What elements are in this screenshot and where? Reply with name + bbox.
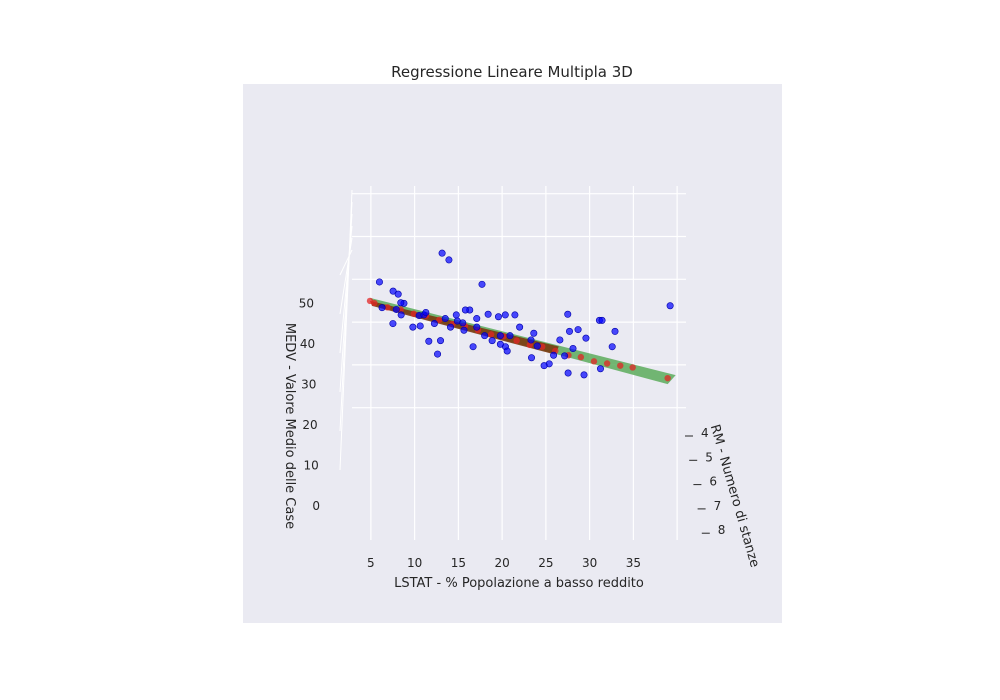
data-point (569, 345, 577, 353)
data-point (580, 371, 588, 379)
data-point (478, 280, 486, 288)
data-point (511, 311, 519, 319)
y-tick-label: 6 (709, 475, 717, 489)
z-tick-label: 20 (302, 418, 317, 432)
data-point (397, 311, 405, 319)
data-point (527, 336, 535, 344)
data-point (441, 315, 449, 323)
y-tick-label: 7 (714, 499, 722, 513)
axes-pane (243, 84, 782, 623)
grid-line-side (339, 249, 353, 276)
predicted-point (410, 310, 417, 317)
data-point (473, 315, 481, 323)
data-point (446, 323, 454, 331)
z-axis-label: MEDV - Valore Medio delle Case (282, 323, 297, 529)
z-tick-label: 0 (312, 499, 320, 513)
data-point (556, 336, 564, 344)
data-point (430, 319, 438, 327)
data-point (434, 350, 442, 358)
x-tick-label: 30 (582, 556, 597, 570)
predicted-point (603, 360, 611, 367)
y-tick-label: 8 (718, 523, 726, 537)
data-point (565, 327, 573, 335)
x-tick-label: 15 (451, 556, 466, 570)
predicted-point (577, 353, 585, 361)
predicted-point (590, 358, 598, 365)
predicted-point (436, 316, 443, 324)
data-point (666, 302, 674, 310)
data-point (481, 332, 489, 340)
data-point (375, 278, 383, 286)
data-point (540, 362, 548, 370)
data-point (469, 343, 477, 351)
predicted-point (629, 364, 636, 371)
y-tick-label: 5 (705, 450, 713, 464)
data-point (561, 352, 569, 360)
data-point (528, 354, 536, 362)
data-point (503, 347, 511, 355)
data-point (530, 329, 538, 337)
predicted-point (384, 304, 391, 311)
data-point (506, 332, 514, 340)
x-tick-label: 5 (367, 556, 375, 570)
data-point (459, 319, 467, 327)
data-point (389, 287, 397, 295)
data-point (484, 310, 492, 318)
data-point (425, 337, 433, 345)
predicted-point (513, 337, 520, 344)
tick-labels: 5 10 15 20 25 30 35 4 5 6 7 8 0 10 20 30 40 50 (299, 297, 726, 571)
data-point (461, 306, 469, 314)
data-point (611, 327, 619, 335)
predicted-point (664, 374, 671, 382)
z-tick-label: 10 (304, 459, 319, 473)
x-tick-label: 35 (626, 556, 641, 570)
x-axis-label: LSTAT - % Popolazione a basso reddito (394, 576, 644, 591)
x-tick-label: 25 (538, 556, 553, 570)
data-point (608, 343, 616, 351)
y-tick-label: 4 (701, 426, 709, 440)
z-tick-label: 30 (301, 378, 316, 392)
grid-line-side (339, 237, 353, 315)
data-point (460, 326, 468, 334)
x-tick-label: 20 (494, 556, 509, 570)
predicted-point (487, 331, 495, 338)
z-tick-label: 50 (299, 297, 314, 311)
data-point (392, 305, 400, 313)
data-point (496, 332, 504, 340)
data-point (488, 337, 496, 345)
data-point (550, 351, 558, 359)
data-point (422, 308, 430, 316)
data-point (378, 304, 386, 312)
data-point (416, 322, 424, 330)
data-point (445, 256, 453, 264)
data-point (516, 323, 524, 331)
data-point (533, 342, 541, 350)
data-point (596, 365, 604, 373)
data-point (582, 334, 590, 342)
data-point (397, 299, 405, 307)
data-point (473, 323, 481, 331)
data-point (598, 316, 606, 324)
predicted-point (617, 362, 624, 369)
data-point (564, 310, 572, 318)
data-point (389, 320, 397, 328)
chart-title: Regressione Lineare Multipla 3D (391, 63, 633, 81)
data-point (409, 323, 417, 331)
z-tick-label: 40 (300, 337, 315, 351)
data-point (501, 311, 509, 319)
predicted-point (371, 299, 378, 307)
actual-series (375, 249, 674, 379)
data-point (438, 249, 446, 257)
data-point (452, 311, 460, 319)
data-point (494, 313, 502, 321)
data-point (496, 340, 504, 348)
data-point (564, 369, 572, 377)
data-point (437, 337, 445, 345)
grid-line-side (339, 225, 353, 354)
data-point (574, 326, 582, 334)
x-tick-label: 10 (407, 556, 422, 570)
data-point (394, 290, 402, 298)
